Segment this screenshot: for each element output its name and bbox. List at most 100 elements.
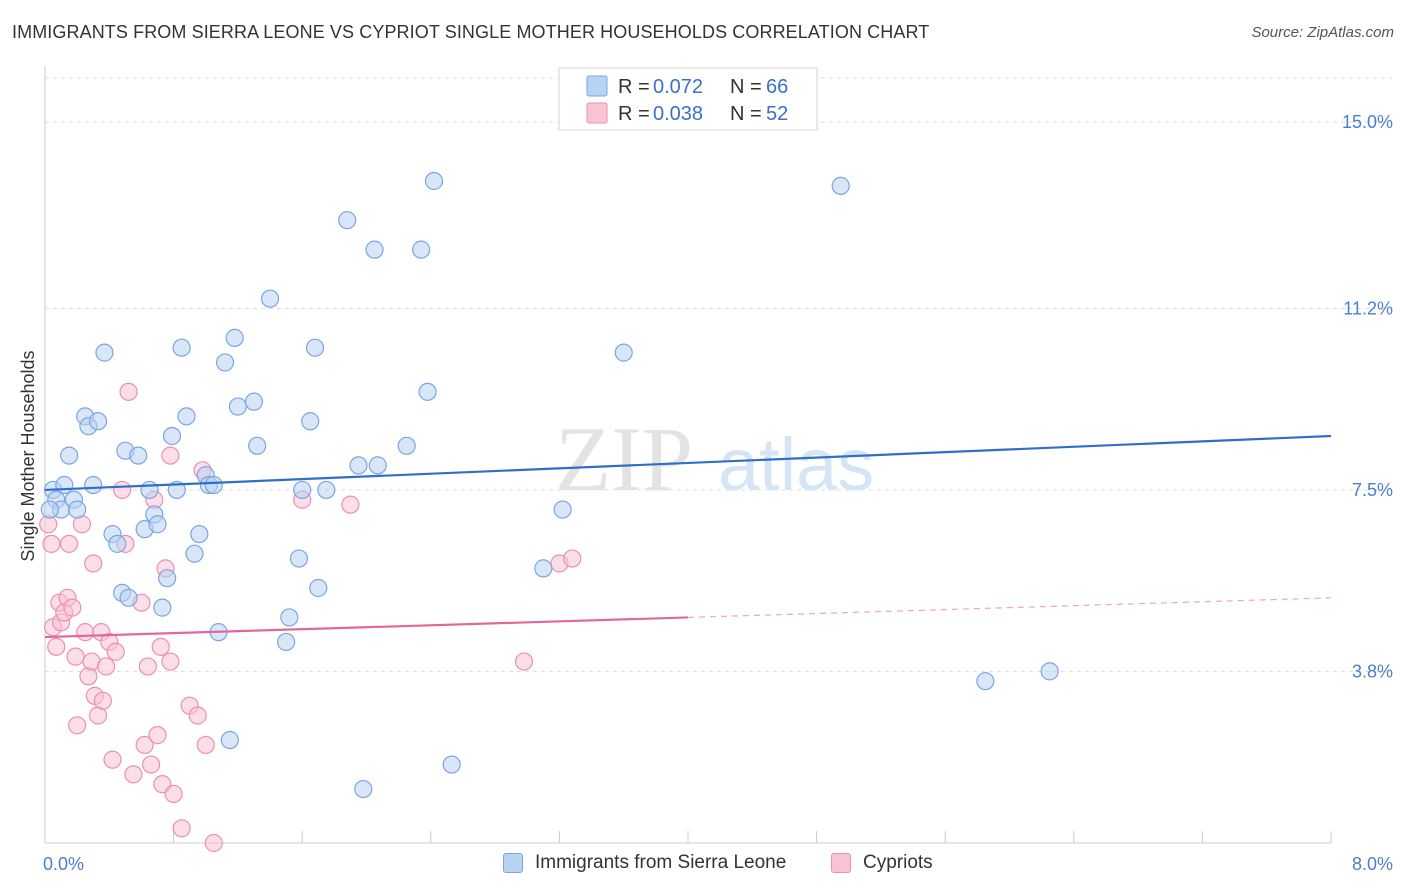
sierra-leone-point-32 [204, 475, 223, 495]
legend-n-label-blue: N = [730, 76, 762, 98]
cypriots-point-43 [204, 833, 223, 853]
cypriots-point-25 [113, 480, 132, 500]
x-tick-label-0: 0.0% [43, 854, 84, 874]
x-tick-label-1: 8.0% [1352, 854, 1393, 874]
cypriots-point-40 [188, 706, 207, 725]
sierra-leone-point-26 [172, 338, 191, 357]
y-axis-title: Single Mother Households [18, 350, 38, 561]
sierra-leone-point-35 [220, 730, 239, 750]
sierra-leone-point-59 [534, 559, 553, 578]
cypriots-point-23 [103, 750, 122, 769]
sierra-leone-point-10 [88, 412, 108, 431]
sierra-leone-point-29 [190, 524, 209, 544]
cypriots-point-27 [124, 765, 143, 784]
legend-swatch-cypriots [831, 853, 851, 873]
cypriots-point-21 [96, 657, 116, 676]
cypriots-point-42 [196, 735, 215, 755]
cypriots-trend-extension [687, 597, 1332, 619]
cypriots-point-31 [141, 755, 161, 774]
sierra-leone-point-60 [553, 500, 572, 519]
sierra-leone-point-16 [119, 588, 138, 607]
cypriots-point-47 [341, 495, 360, 514]
legend-r-label-blue: R = [618, 76, 650, 98]
sierra-leone-point-6 [68, 500, 87, 519]
cypriots-trend-line [44, 616, 689, 639]
legend-label-sierra-leone: Immigrants from Sierra Leone [535, 852, 787, 873]
sierra-leone-point-63 [976, 672, 995, 691]
sierra-leone-point-37 [228, 397, 247, 416]
sierra-leone-point-47 [309, 578, 328, 598]
sierra-leone-point-23 [158, 569, 177, 588]
cypriots-point-1 [42, 534, 61, 553]
legend-n-label-pink: N = [730, 103, 762, 125]
cypriots-point-16 [84, 554, 103, 573]
cypriots-point-51 [151, 637, 170, 656]
cypriots-point-38 [172, 819, 191, 838]
tick-labels: 3.8% 7.5% 11.2% 15.0% 0.0% 8.0% [43, 112, 1393, 874]
y-tick-label-0: 3.8% [1352, 661, 1393, 681]
legend-item-cypriots: Cypriots [831, 852, 933, 874]
sierra-leone-point-45 [301, 412, 320, 431]
cypriots-point-37 [164, 784, 183, 804]
cypriots-point-48 [514, 652, 534, 671]
sierra-leone-point-44 [293, 480, 312, 500]
sierra-leone-points [40, 171, 1059, 799]
stats-legend: R = 0.072 N = 66 R = 0.038 N = 52 [558, 67, 818, 131]
sierra-leone-point-57 [424, 171, 444, 191]
sierra-leone-point-52 [365, 240, 384, 259]
sierra-leone-point-39 [248, 436, 267, 455]
sierra-leone-point-34 [215, 353, 235, 372]
cypriots-point-8 [60, 534, 79, 553]
cypriots-point-20 [93, 691, 112, 710]
sierra-leone-point-50 [349, 456, 368, 475]
sierra-leone-point-41 [277, 632, 296, 652]
sierra-leone-point-43 [289, 549, 309, 568]
watermark-atlas: atlas [718, 423, 874, 506]
cypriots-point-33 [148, 726, 167, 745]
sierra-leone-point-56 [418, 382, 437, 401]
sierra-leone-point-11 [95, 343, 114, 362]
cypriots-point-29 [135, 735, 154, 755]
cypriots-point-24 [106, 642, 125, 661]
sierra-leone-point-4 [60, 446, 79, 465]
cypriots-point-3 [47, 637, 66, 656]
sierra-leone-point-51 [354, 779, 373, 799]
sierra-leone-point-19 [140, 480, 159, 500]
legend-n-value-pink: 52 [766, 103, 788, 125]
sierra-leone-point-54 [397, 436, 416, 455]
sierra-leone-point-9 [84, 475, 103, 495]
legend-label-cypriots: Cypriots [863, 852, 933, 873]
cypriots-point-45 [119, 382, 138, 401]
cypriots-point-14 [79, 667, 98, 686]
sierra-leone-point-53 [368, 456, 387, 475]
cypriots-point-44 [161, 446, 180, 465]
y-tick-label-1: 7.5% [1352, 480, 1393, 500]
trend-lines [44, 434, 1332, 639]
sierra-leone-point-36 [225, 328, 244, 348]
sierra-leone-point-61 [614, 343, 633, 362]
sierra-leone-point-3 [55, 475, 74, 495]
cypriots-point-9 [63, 598, 82, 617]
sierra-leone-point-17 [129, 446, 148, 465]
legend-item-sierra-leone: Immigrants from Sierra Leone [503, 852, 786, 874]
legend-swatch-pink [586, 102, 608, 124]
sierra-leone-point-21 [148, 515, 167, 534]
sierra-leone-point-28 [185, 544, 204, 563]
cypriots-point-10 [66, 647, 85, 666]
sierra-leone-point-27 [177, 407, 196, 426]
sierra-leone-point-49 [338, 211, 357, 230]
sierra-leone-point-48 [317, 480, 336, 500]
sierra-leone-point-55 [412, 240, 431, 259]
cypriots-point-36 [161, 652, 180, 671]
sierra-leone-point-24 [162, 426, 182, 446]
cypriots-point-50 [563, 549, 582, 568]
y-tick-label-3: 15.0% [1342, 112, 1393, 132]
legend-r-label-pink: R = [618, 103, 650, 125]
sierra-leone-point-42 [280, 608, 299, 627]
chart-title: IMMIGRANTS FROM SIERRA LEONE VS CYPRIOT … [12, 22, 930, 42]
sierra-leone-point-40 [260, 289, 280, 308]
legend-n-value-blue: 66 [766, 76, 788, 98]
watermark: ZIP atlas [555, 408, 874, 510]
sierra-leone-point-13 [108, 534, 127, 553]
